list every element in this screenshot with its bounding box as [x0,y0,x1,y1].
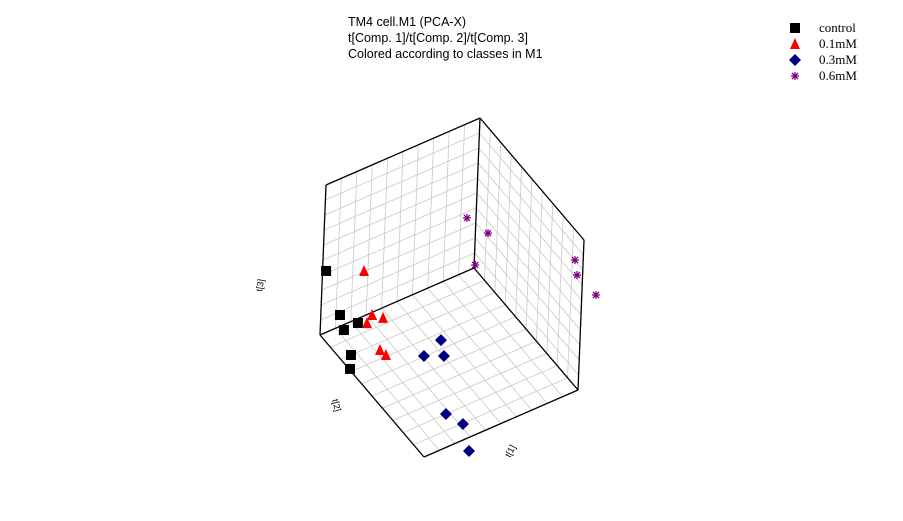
legend-item: 0.3mM [789,52,857,67]
axis-line [423,389,579,458]
point [380,348,391,360]
grid-line [478,147,584,271]
axis-line [319,267,475,336]
z-axis-label: t[3] [254,278,266,292]
legend-marker [789,54,801,66]
y-axis-label: t[2] [330,398,343,413]
axis-line [479,117,585,241]
axis-line [473,117,481,269]
grid-line [365,164,373,315]
legend-item: control [790,20,856,35]
grid-line [325,132,480,201]
legend-label: control [819,20,856,35]
point [321,265,332,276]
chart-subtitle: t[Comp. 1]/t[Comp. 2]/t[Comp. 3] [348,31,528,45]
grid-line [323,177,478,246]
grid-line [556,215,564,366]
x-axis-label: t[1] [503,443,518,459]
axis-line [319,334,425,458]
point [362,317,373,329]
point [334,310,345,321]
chart-subtitle: Colored according to classes in M1 [348,47,543,61]
axis-line [325,117,481,186]
grid-line [403,365,558,433]
point [456,418,469,431]
point [462,213,471,222]
grid-line [324,162,479,231]
grid-line [324,147,479,216]
grid-line [477,162,583,286]
point [591,290,600,299]
grid-line [371,328,527,397]
grid-line [567,227,574,378]
grid-line [365,314,471,438]
axis-line [473,267,579,391]
point [378,311,389,323]
point [471,260,480,269]
legend-label: 0.1mM [819,36,857,51]
point [367,309,378,321]
grid-line [382,340,537,409]
point [338,325,349,336]
grid-line [322,192,478,261]
point [484,229,493,238]
legend-label: 0.6mM [819,68,857,83]
grid-line [536,191,543,342]
grid-line [479,132,584,256]
grid-line [546,203,554,354]
point [417,349,430,362]
grid-line [476,192,582,316]
grid-line [392,353,547,421]
point [439,408,452,421]
grid-line [350,171,358,322]
legend-marker [791,72,799,80]
grid-line [413,377,568,446]
point [437,349,450,362]
grid-line [350,321,456,444]
legend-item: 0.6mM [791,68,857,83]
grid-line [477,177,582,301]
axis-line [319,184,327,336]
grid-line [381,158,388,309]
legend-label: 0.3mM [819,52,857,67]
point [359,264,370,276]
grid-line [381,307,486,431]
point [345,349,356,360]
legend-marker [790,38,800,49]
grid-line [335,178,342,329]
point [374,344,385,356]
chart-title: TM4 cell.M1 (PCA-X) [348,15,466,29]
legend-item: 0.1mM [790,36,857,51]
grid-line [335,328,440,451]
point [434,334,447,347]
point [352,317,363,328]
point [462,444,475,457]
point [571,256,580,265]
point [344,363,355,374]
legend-marker [790,23,800,33]
axis-line [577,239,585,391]
point [573,271,582,280]
